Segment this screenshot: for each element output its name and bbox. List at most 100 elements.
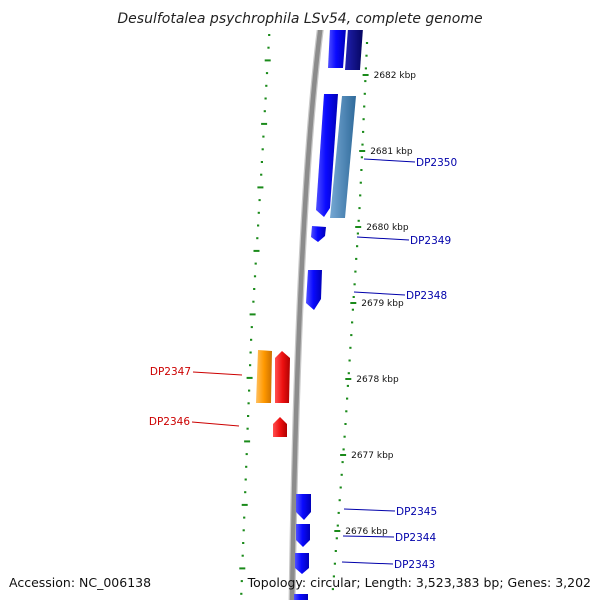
gene-label-leader: [353, 291, 406, 296]
track-tick: [262, 135, 265, 138]
track-tick: [334, 550, 337, 552]
track-tick: [348, 359, 351, 362]
track-tick: [244, 491, 247, 494]
kbp-tick-label: 2676 kbp: [345, 527, 388, 537]
gene-label-leader: [356, 236, 410, 241]
track-tick: [246, 427, 249, 430]
outer-tick-track: [239, 34, 271, 595]
track-tick: [239, 567, 246, 570]
track-tick: [249, 351, 252, 354]
gene-arrow: [294, 594, 308, 600]
genome-backbone: [289, 30, 323, 600]
track-tick: [265, 72, 269, 75]
track-tick: [364, 67, 367, 70]
track-tick: [253, 249, 260, 252]
track-tick: [243, 516, 246, 519]
track-tick: [360, 169, 363, 171]
track-tick: [261, 148, 264, 151]
track-tick: [240, 580, 243, 583]
kbp-tick-label: 2677 kbp: [351, 451, 394, 461]
track-tick: [333, 562, 336, 565]
track-tick: [361, 143, 364, 146]
gene-label-dp2348: DP2348: [406, 290, 447, 302]
track-tick: [252, 300, 255, 303]
gene-label-leader: [341, 561, 394, 565]
track-tick: [244, 478, 247, 481]
track-tick: [264, 97, 267, 100]
track-tick: [267, 46, 270, 49]
track-tick: [347, 372, 350, 375]
track-tick: [242, 529, 245, 532]
track-tick: [265, 84, 268, 87]
track-tick: [260, 173, 263, 176]
kbp-tick-mark: [345, 378, 352, 380]
kbp-tick-label: 2679 kbp: [361, 299, 404, 309]
track-tick: [365, 54, 368, 57]
gene-arrow-dp2346: [273, 417, 287, 437]
gene-arrow: [330, 96, 356, 218]
gene-arrow: [345, 30, 363, 70]
track-tick: [247, 415, 250, 417]
track-tick: [356, 232, 359, 235]
track-tick: [344, 423, 347, 425]
kbp-ticks: 2682 kbp 2681 kbp 2680 kbp 2679 kbp 2678 kbp…: [334, 71, 416, 537]
track-tick: [249, 313, 256, 316]
gene-arrow-dp2349: [311, 226, 326, 242]
track-tick: [346, 397, 349, 400]
gene-label-dp2349: DP2349: [410, 235, 451, 247]
track-tick: [358, 207, 361, 210]
track-tick: [241, 503, 248, 506]
track-tick: [360, 156, 363, 159]
track-tick: [246, 376, 253, 379]
track-tick: [244, 440, 251, 443]
gene-arrow: [328, 30, 346, 68]
track-tick: [352, 296, 355, 298]
track-tick: [257, 224, 260, 227]
track-tick: [351, 321, 354, 324]
track-tick: [342, 448, 345, 451]
track-tick: [240, 592, 243, 595]
track-tick: [247, 402, 250, 405]
gene-track: [256, 30, 363, 600]
track-tick: [353, 283, 356, 286]
gene-label-dp2345: DP2345: [396, 506, 437, 518]
track-tick: [335, 537, 338, 540]
track-tick: [253, 275, 257, 278]
track-tick: [343, 435, 346, 438]
track-tick: [336, 524, 339, 527]
gene-arrow-dp2347-b: [275, 351, 290, 403]
track-tick: [356, 245, 359, 248]
track-tick: [331, 588, 334, 591]
kbp-tick-mark: [350, 302, 357, 304]
track-tick: [359, 181, 362, 184]
track-tick: [350, 334, 353, 337]
track-tick: [260, 161, 263, 163]
track-tick: [254, 262, 257, 265]
gene-label-leader: [342, 535, 395, 538]
kbp-tick-mark: [359, 150, 366, 152]
kbp-tick-mark: [355, 226, 362, 228]
track-tick: [256, 237, 259, 240]
gene-label-leader: [363, 158, 416, 163]
gene-arrow-dp2343: [295, 553, 309, 574]
track-tick: [241, 554, 244, 557]
gene-arrow-dp2347-a: [256, 350, 272, 403]
track-tick: [242, 542, 245, 544]
gene-label-leader: [343, 508, 396, 512]
track-tick: [261, 122, 268, 125]
track-tick: [245, 453, 248, 456]
track-tick: [257, 186, 264, 189]
track-tick: [363, 92, 366, 95]
track-tick: [337, 511, 340, 514]
gene-label-dp2343: DP2343: [394, 559, 435, 571]
gene-labels: DP2350 DP2349 DP2348 DP2347 DP2346 DP2345 DP23…: [149, 157, 457, 571]
track-tick: [365, 42, 369, 44]
track-tick: [338, 499, 341, 502]
gene-label-leader: [191, 421, 240, 427]
track-tick: [354, 270, 357, 273]
gene-label-dp2346: DP2346: [149, 416, 190, 428]
track-tick: [346, 384, 349, 387]
track-tick: [340, 473, 343, 476]
track-tick: [332, 575, 335, 578]
